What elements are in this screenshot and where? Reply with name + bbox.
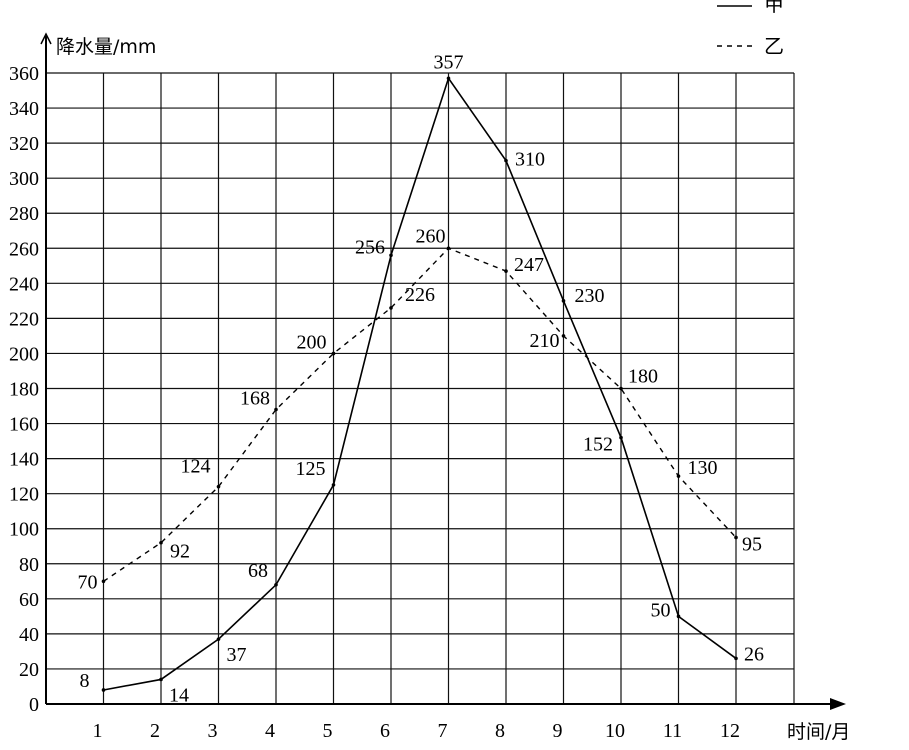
series-yi-line bbox=[103, 247, 737, 582]
y-tick-label: 120 bbox=[9, 484, 39, 506]
data-label-jia: 125 bbox=[296, 458, 326, 480]
y-tick-label: 80 bbox=[19, 554, 39, 576]
series-yi-point bbox=[101, 579, 106, 584]
x-tick-label: 2 bbox=[150, 720, 160, 742]
data-label-jia: 8 bbox=[80, 670, 90, 692]
series-yi-point bbox=[446, 246, 451, 251]
legend-label-yi: 乙 bbox=[764, 34, 784, 58]
y-tick-label: 320 bbox=[9, 133, 39, 155]
x-tick-label: 10 bbox=[605, 720, 625, 742]
y-tick-label: 20 bbox=[19, 659, 39, 681]
series-yi-point bbox=[734, 535, 738, 540]
legend: 甲乙 bbox=[717, 0, 784, 58]
x-tick-label: 4 bbox=[265, 720, 275, 742]
data-label-yi: 200 bbox=[297, 331, 327, 353]
data-label-yi: 180 bbox=[628, 366, 658, 388]
series-jia-point bbox=[331, 483, 336, 487]
grid bbox=[46, 72, 795, 704]
data-label-yi: 92 bbox=[170, 541, 190, 563]
data-label-yi: 130 bbox=[688, 457, 718, 479]
y-tick-label: 40 bbox=[19, 624, 39, 646]
series-jia-point bbox=[274, 583, 278, 587]
axes bbox=[40, 32, 846, 710]
data-label-yi: 70 bbox=[78, 571, 98, 593]
data-label-jia: 310 bbox=[515, 149, 545, 171]
y-axis-arrow bbox=[40, 32, 52, 45]
x-axis-arrow bbox=[830, 698, 846, 710]
series-jia-point bbox=[561, 299, 566, 303]
series-jia-point bbox=[619, 435, 623, 440]
series-jia-point bbox=[101, 688, 106, 692]
data-labels: 8 14 37 68 125 256 357 310 230 152 50 26 70 92 124 168 2… bbox=[78, 51, 765, 706]
data-label-jia: 357 bbox=[434, 51, 464, 73]
y-tick-label: 300 bbox=[9, 168, 39, 190]
y-tick-label: 200 bbox=[9, 343, 39, 365]
series-yi-point bbox=[389, 306, 393, 310]
y-tick-label: 340 bbox=[9, 98, 39, 120]
series-jia-point bbox=[676, 614, 681, 619]
series-yi-point bbox=[331, 351, 336, 356]
series-yi-point bbox=[619, 386, 623, 391]
series-jia-point bbox=[159, 677, 163, 682]
x-tick-label: 8 bbox=[495, 720, 505, 742]
series-jia-point bbox=[734, 656, 738, 661]
legend-label-jia: 甲 bbox=[764, 0, 784, 16]
x-tick-label: 11 bbox=[663, 720, 682, 742]
series-yi-point bbox=[561, 334, 566, 338]
series-jia-point bbox=[216, 637, 221, 641]
data-label-jia: 152 bbox=[583, 434, 613, 456]
series-yi-point bbox=[216, 484, 221, 489]
series-yi-point bbox=[159, 540, 163, 545]
y-tick-label: 360 bbox=[9, 63, 39, 85]
x-tick-label: 9 bbox=[553, 720, 563, 742]
series-yi-point bbox=[504, 269, 508, 273]
data-label-jia: 256 bbox=[355, 236, 385, 258]
x-tick-label: 3 bbox=[208, 720, 218, 742]
series-lines bbox=[101, 76, 738, 692]
y-tick-label: 160 bbox=[9, 414, 39, 436]
series-yi-point bbox=[274, 407, 278, 412]
data-label-jia: 50 bbox=[651, 599, 671, 621]
y-axis-title: 降水量/mm bbox=[56, 36, 156, 58]
x-tick-label: 1 bbox=[93, 720, 103, 742]
x-axis-title: 时间/月 bbox=[787, 721, 850, 743]
series-jia-line bbox=[103, 76, 737, 691]
data-label-yi: 260 bbox=[416, 225, 446, 247]
data-label-yi: 210 bbox=[530, 330, 560, 352]
series-jia-point bbox=[446, 76, 451, 81]
y-tick-label: 100 bbox=[9, 519, 39, 541]
data-label-jia: 14 bbox=[169, 684, 189, 706]
data-label-yi: 95 bbox=[742, 533, 762, 555]
y-tick-label: 280 bbox=[9, 203, 39, 225]
data-label-jia: 26 bbox=[744, 643, 764, 665]
x-tick-label: 7 bbox=[438, 720, 448, 742]
x-tick-label: 12 bbox=[720, 720, 740, 742]
data-label-yi: 168 bbox=[240, 388, 270, 410]
data-label-jia: 68 bbox=[248, 560, 268, 582]
x-tick-labels: 1 2 3 4 5 6 7 8 9 10 11 12 bbox=[93, 720, 741, 742]
y-tick-labels: 0 20 40 60 80 100 120 140 160 180 200 220 240 260 280 3… bbox=[9, 63, 39, 716]
x-tick-label: 5 bbox=[323, 720, 333, 742]
data-label-yi: 124 bbox=[181, 456, 211, 478]
y-tick-label: 240 bbox=[9, 273, 39, 295]
y-tick-label: 260 bbox=[9, 238, 39, 260]
series-jia-point bbox=[389, 253, 393, 258]
data-label-yi: 226 bbox=[405, 284, 435, 306]
series-yi-point bbox=[676, 474, 681, 478]
y-tick-label: 60 bbox=[19, 589, 39, 611]
data-label-yi: 247 bbox=[514, 254, 544, 276]
y-tick-label: 0 bbox=[29, 694, 39, 716]
y-tick-label: 220 bbox=[9, 308, 39, 330]
y-tick-label: 140 bbox=[9, 449, 39, 471]
data-label-jia: 230 bbox=[575, 285, 605, 307]
x-tick-label: 6 bbox=[380, 720, 390, 742]
data-label-jia: 37 bbox=[227, 644, 247, 666]
series-jia-point bbox=[504, 158, 508, 163]
y-tick-label: 180 bbox=[9, 379, 39, 401]
